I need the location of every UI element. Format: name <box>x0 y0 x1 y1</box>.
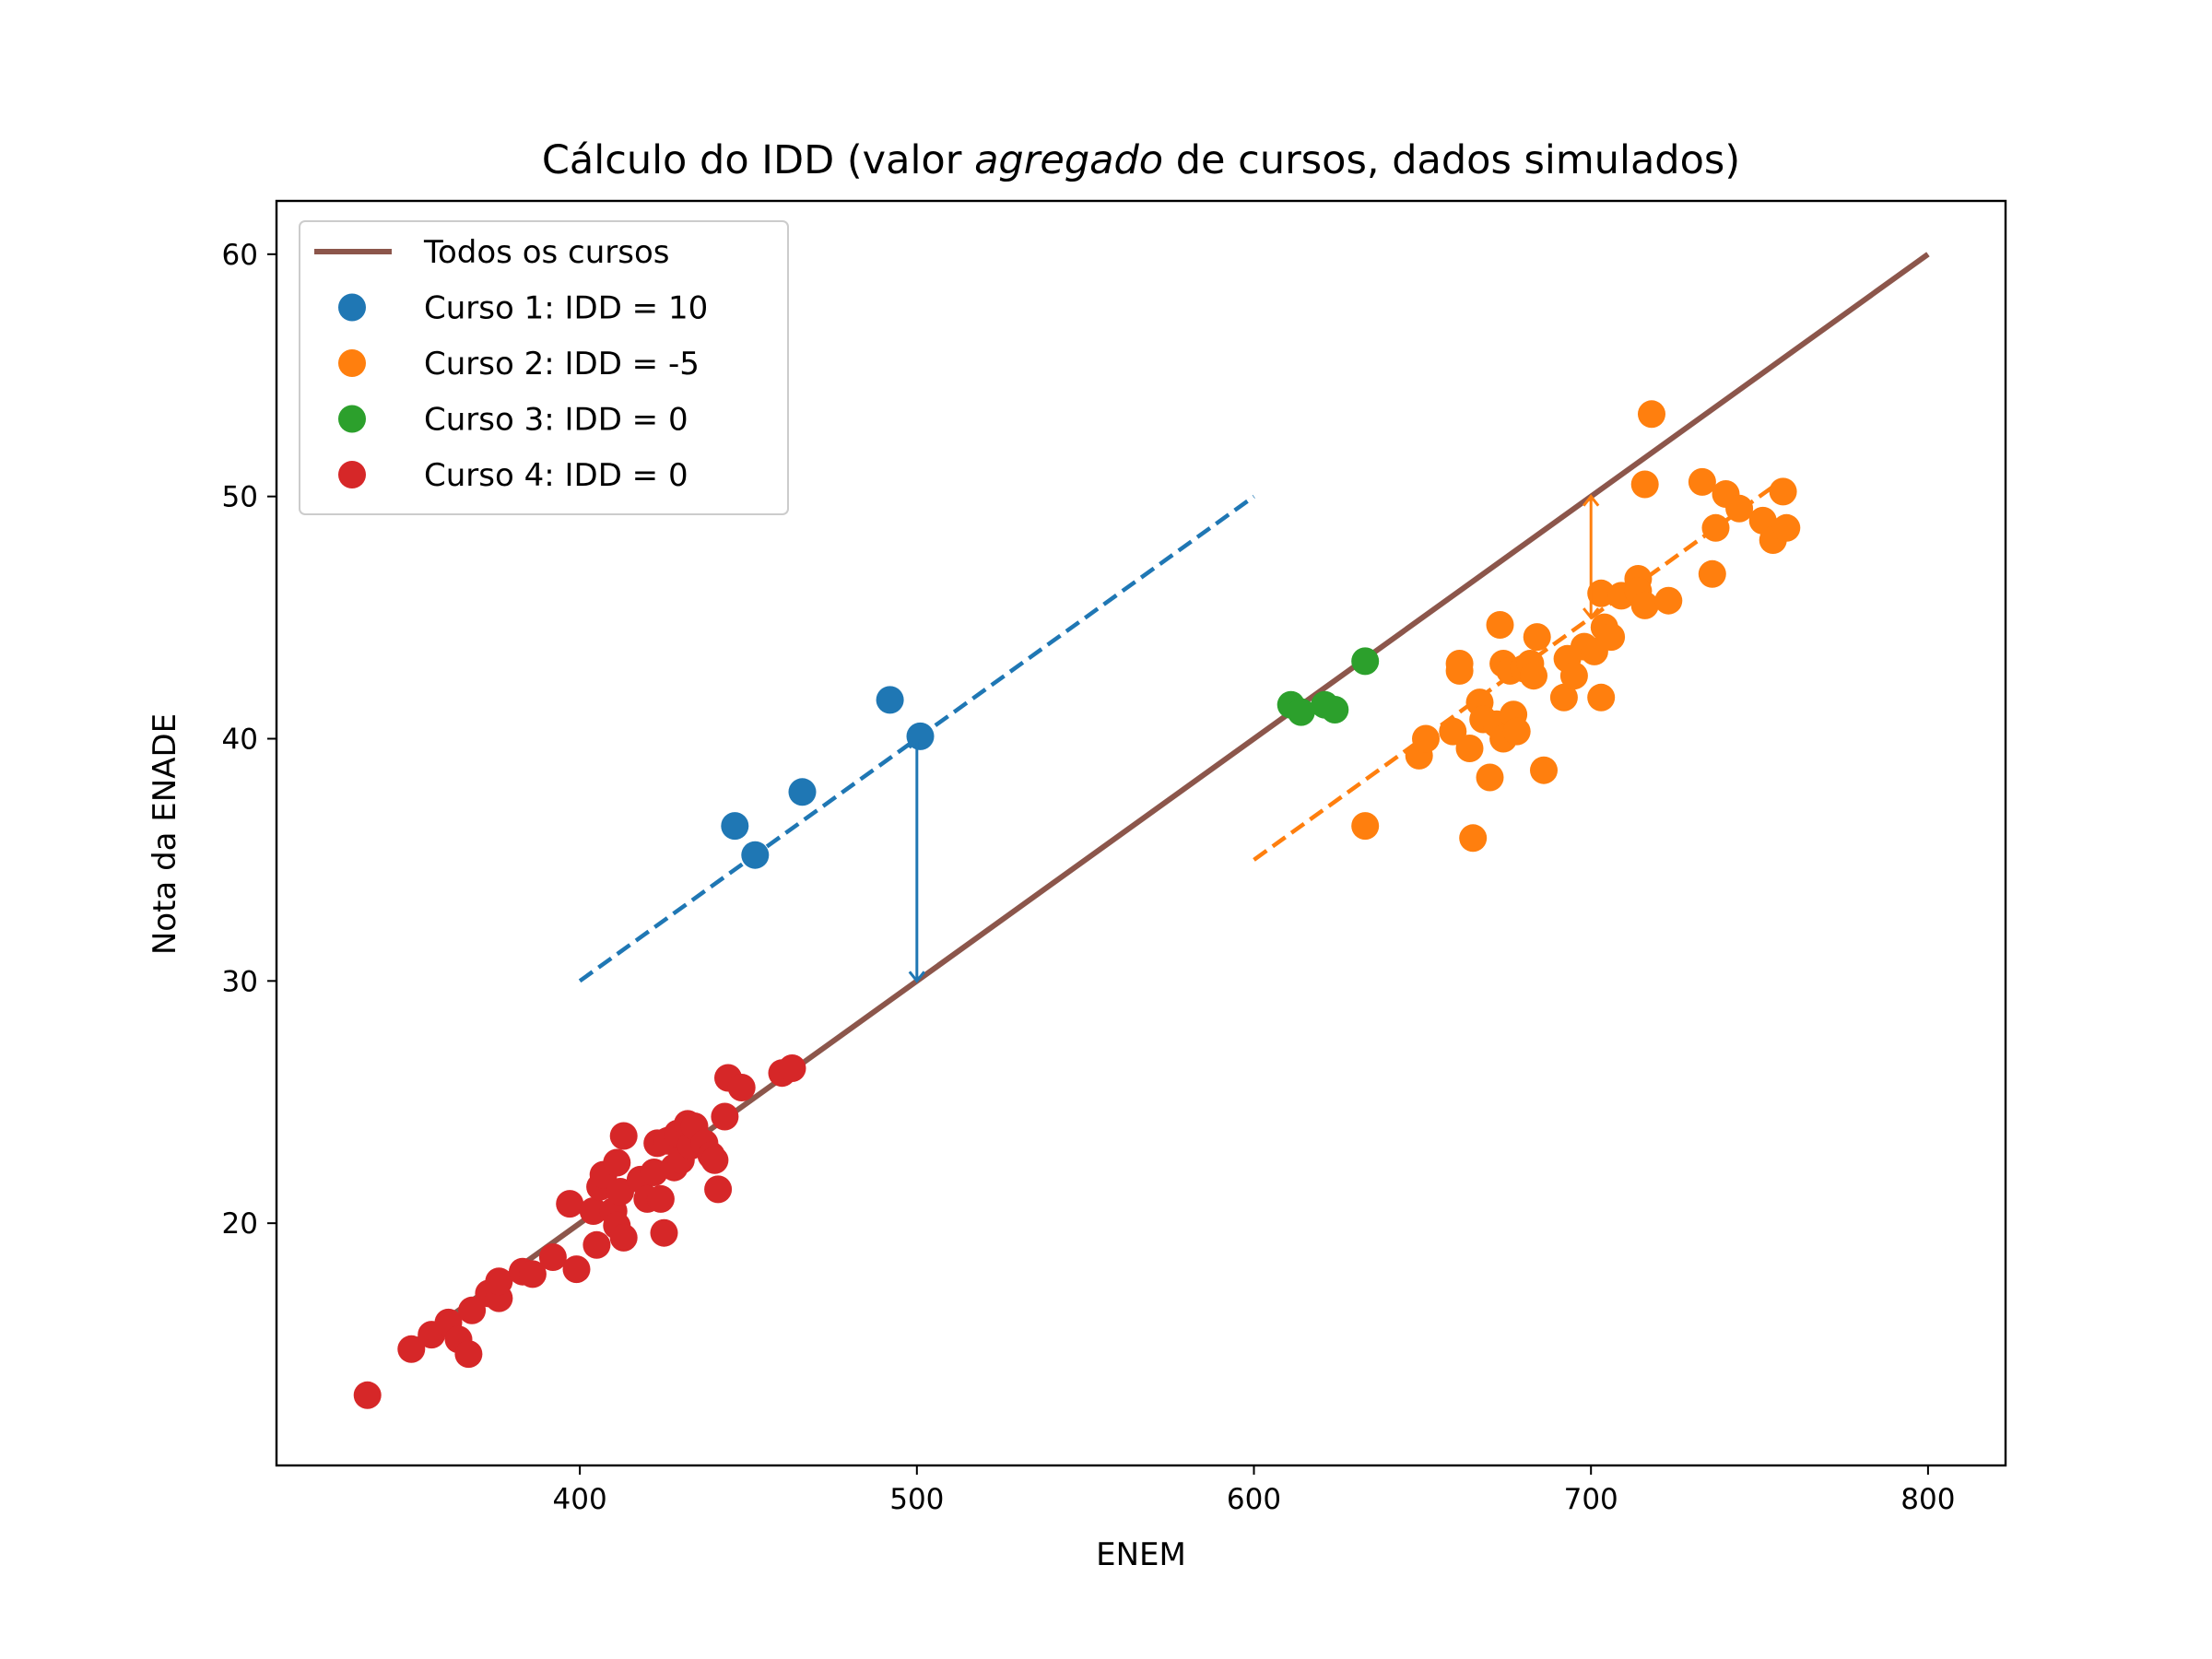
data-point <box>650 1218 678 1247</box>
x-tick-label: 400 <box>553 1483 607 1516</box>
data-point <box>700 1146 729 1174</box>
data-point <box>538 1243 567 1271</box>
data-point <box>1530 756 1558 784</box>
y-tick-label: 60 <box>222 239 258 272</box>
data-point <box>458 1296 487 1324</box>
data-point <box>1476 763 1504 792</box>
y-tick-label: 40 <box>222 723 258 756</box>
data-point <box>609 1122 638 1150</box>
data-point <box>1439 717 1467 746</box>
data-point <box>1523 623 1551 652</box>
data-point <box>1455 735 1484 762</box>
data-point <box>1638 400 1665 429</box>
data-point <box>1701 513 1730 542</box>
data-point <box>556 1190 584 1218</box>
data-point <box>1630 591 1659 619</box>
data-point <box>397 1335 426 1363</box>
y-tick-label: 50 <box>222 481 258 514</box>
x-tick-label: 600 <box>1227 1483 1281 1516</box>
idd-arrow-2 <box>1583 494 1600 620</box>
data-point <box>646 1184 675 1213</box>
arrow-head-bottom <box>1583 607 1600 620</box>
chart-title: Cálculo do IDD (valor agregado de cursos… <box>542 137 1740 183</box>
data-point <box>353 1381 382 1409</box>
legend-marker-swatch <box>338 349 366 377</box>
series-3-points <box>1277 647 1380 726</box>
data-point <box>711 1102 739 1131</box>
data-point <box>876 686 904 714</box>
data-point <box>1559 662 1588 690</box>
data-point <box>562 1255 591 1284</box>
data-point <box>603 1148 631 1177</box>
legend-marker-swatch <box>338 293 366 322</box>
data-point <box>609 1223 638 1252</box>
data-point <box>1445 656 1474 685</box>
legend-box <box>299 220 789 515</box>
arrow-head-top <box>908 736 925 749</box>
data-point <box>579 1197 607 1225</box>
data-point <box>1725 494 1754 523</box>
data-point <box>1587 683 1616 712</box>
data-point <box>721 812 749 841</box>
y-axis-label: Nota da ENADE <box>147 713 183 955</box>
data-point <box>727 1074 756 1101</box>
data-point <box>1772 513 1801 542</box>
data-point <box>1412 724 1440 753</box>
data-point <box>606 1178 634 1206</box>
data-point <box>1597 623 1626 652</box>
data-point <box>741 841 770 869</box>
arrow-head-bottom <box>908 971 925 983</box>
x-tick-label: 800 <box>1900 1483 1955 1516</box>
legend-label: Curso 2: IDD = -5 <box>424 346 700 382</box>
data-point <box>485 1267 513 1296</box>
data-point <box>1351 647 1380 676</box>
x-tick-label: 500 <box>889 1483 944 1516</box>
course-dashed-line-2 <box>1253 482 1778 862</box>
data-point <box>788 778 817 806</box>
data-point <box>1520 662 1547 690</box>
legend-label: Curso 4: IDD = 0 <box>424 457 688 494</box>
legend-label: Curso 1: IDD = 10 <box>424 290 708 327</box>
legend-marker-swatch <box>338 461 366 488</box>
data-point <box>582 1230 611 1259</box>
data-point <box>1287 698 1315 726</box>
x-axis-label: ENEM <box>1096 1536 1186 1573</box>
data-point <box>704 1175 733 1204</box>
legend-label: Curso 3: IDD = 0 <box>424 402 688 439</box>
data-point <box>778 1054 806 1082</box>
data-point <box>1486 611 1514 639</box>
data-point <box>1630 470 1659 499</box>
legend-label: Todos os cursos <box>423 234 669 271</box>
idd-arrow-1 <box>908 736 925 983</box>
legend-marker-swatch <box>338 405 366 433</box>
legend: Todos os cursos Curso 1: IDD = 10 Curso 2:… <box>299 220 789 515</box>
data-point <box>1459 824 1488 853</box>
data-point <box>1698 559 1726 588</box>
x-tick-label: 700 <box>1564 1483 1618 1516</box>
data-point <box>1688 467 1716 496</box>
data-point <box>518 1260 547 1288</box>
data-point <box>1321 696 1349 724</box>
y-tick-label: 20 <box>222 1207 258 1241</box>
data-point <box>1769 477 1797 506</box>
plot-frame <box>275 199 2007 1467</box>
series-2-points <box>1351 400 1801 853</box>
series-4-points <box>353 1054 806 1409</box>
data-point <box>454 1340 483 1369</box>
data-point <box>1502 717 1531 746</box>
data-point <box>1549 683 1578 712</box>
arrow-head-top <box>1583 494 1600 507</box>
data-point <box>1654 586 1683 615</box>
y-tick-label: 30 <box>222 965 258 998</box>
data-point <box>1351 812 1380 841</box>
data-point <box>1587 579 1616 607</box>
